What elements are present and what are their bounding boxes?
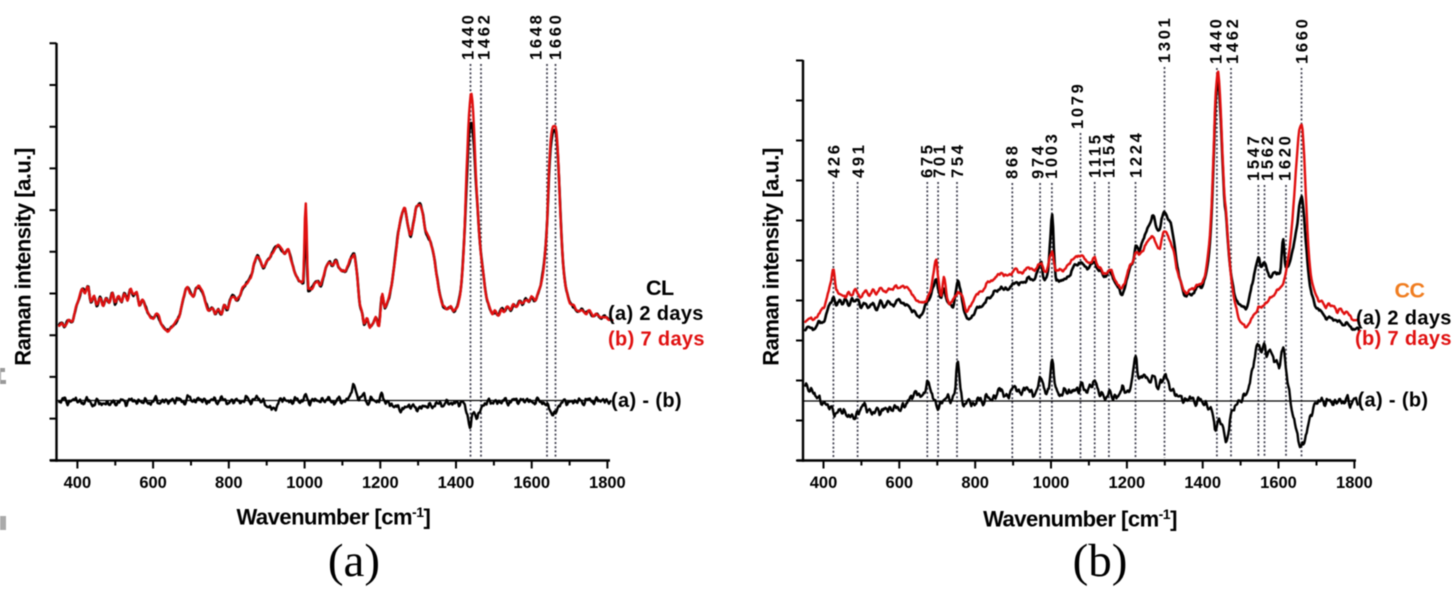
svg-text:868: 868 — [1003, 143, 1021, 179]
svg-text:Raman intensity [a.u.]: Raman intensity [a.u.] — [759, 148, 784, 366]
svg-text:701: 701 — [931, 142, 949, 178]
svg-text:800: 800 — [961, 474, 989, 492]
svg-text:CC: CC — [1395, 279, 1425, 303]
svg-text:600: 600 — [886, 474, 914, 492]
svg-text:1800: 1800 — [589, 474, 626, 492]
svg-text:(a) - (b): (a) - (b) — [611, 390, 682, 412]
svg-text:Wavenumber [cm-1]: Wavenumber [cm-1] — [983, 506, 1177, 532]
svg-text:(a): (a) — [328, 535, 380, 587]
svg-text:1440: 1440 — [1207, 16, 1225, 64]
svg-text:1660: 1660 — [1294, 16, 1312, 64]
svg-text:800: 800 — [215, 474, 243, 492]
svg-text:1547: 1547 — [1245, 133, 1263, 181]
svg-text:1000: 1000 — [286, 474, 323, 492]
svg-text:1660: 1660 — [547, 12, 565, 60]
svg-text:1301: 1301 — [1156, 15, 1174, 63]
svg-text:400: 400 — [64, 474, 92, 492]
svg-text:426: 426 — [826, 142, 844, 178]
svg-text:1462: 1462 — [476, 12, 494, 60]
svg-text:1200: 1200 — [362, 474, 399, 492]
svg-text:1440: 1440 — [460, 12, 478, 60]
svg-text:1620: 1620 — [1277, 133, 1295, 181]
svg-text:675: 675 — [919, 142, 937, 178]
svg-text:1800: 1800 — [1336, 474, 1373, 492]
svg-text:491: 491 — [850, 142, 868, 178]
svg-text:1648: 1648 — [528, 12, 546, 60]
svg-text:1400: 1400 — [438, 474, 475, 492]
svg-text:(b): (b) — [1073, 535, 1128, 587]
svg-text:(a) - (b): (a) - (b) — [1358, 390, 1429, 412]
svg-text:(b) 7 days: (b) 7 days — [608, 329, 705, 351]
svg-text:1400: 1400 — [1184, 474, 1221, 492]
svg-text:1003: 1003 — [1043, 131, 1061, 179]
svg-text:1154: 1154 — [1101, 131, 1119, 178]
svg-text:600: 600 — [139, 474, 167, 492]
svg-text:(a) 2 days: (a) 2 days — [608, 303, 704, 325]
svg-text:1079: 1079 — [1069, 81, 1087, 129]
svg-text:1600: 1600 — [513, 474, 550, 492]
svg-text:(a) 2 days: (a) 2 days — [1356, 308, 1452, 330]
svg-text:1000: 1000 — [1033, 474, 1070, 492]
svg-text:1115: 1115 — [1087, 132, 1105, 178]
svg-text:1224: 1224 — [1128, 130, 1146, 178]
svg-text:400: 400 — [810, 474, 838, 492]
svg-text:974: 974 — [1030, 143, 1048, 179]
svg-text:1462: 1462 — [1224, 16, 1242, 64]
svg-text:1200: 1200 — [1109, 474, 1146, 492]
svg-text:Wavenumber [cm-1]: Wavenumber [cm-1] — [236, 504, 430, 530]
svg-text:1600: 1600 — [1260, 474, 1297, 492]
svg-text:1562: 1562 — [1259, 133, 1277, 181]
svg-text:Raman intensity [a.u.]: Raman intensity [a.u.] — [11, 148, 36, 366]
svg-text:CL: CL — [646, 276, 674, 300]
svg-text:754: 754 — [949, 142, 967, 178]
svg-text:(b) 7 days: (b) 7 days — [1355, 328, 1452, 350]
